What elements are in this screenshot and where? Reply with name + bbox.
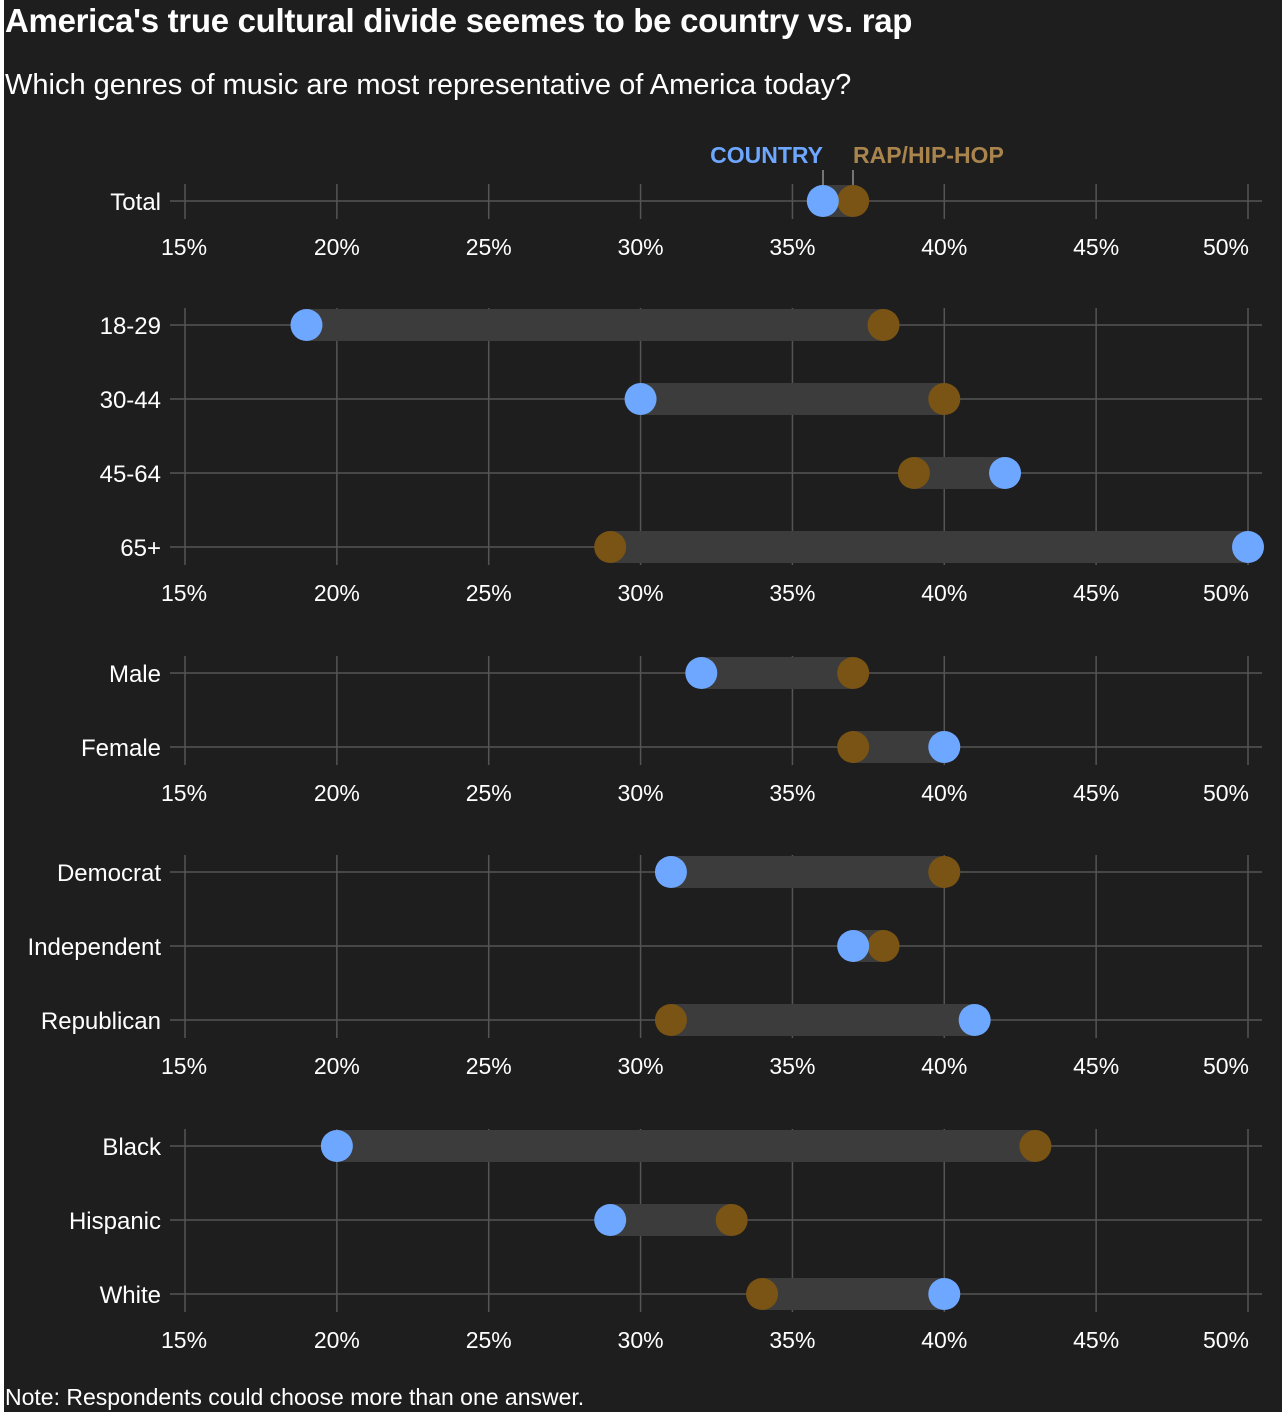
tick-label-g3-2: 25% [466, 1053, 512, 1079]
tick-label-g4-4: 35% [769, 1327, 815, 1353]
tick-label-g4-7: 50% [1203, 1327, 1249, 1353]
tick-label-g2-6: 45% [1073, 780, 1119, 806]
range-bar-hispanic [610, 1204, 732, 1236]
category-label-female: Female [81, 735, 161, 762]
tick-label-g3-3: 30% [618, 1053, 664, 1079]
country-dot-female [928, 731, 961, 763]
tick-label-g2-3: 30% [618, 780, 664, 806]
tick-label-g0-7: 50% [1203, 234, 1249, 260]
tick-label-g3-7: 50% [1203, 1053, 1249, 1079]
country-dot-65- [1232, 531, 1264, 563]
tick-label-g0-0: 15% [161, 234, 207, 260]
tick-label-g0-3: 30% [618, 234, 664, 260]
tick-label-g3-4: 35% [769, 1053, 815, 1079]
rap-dot-democrat [928, 856, 961, 888]
tick-label-g2-5: 40% [921, 780, 967, 806]
tick-label-g3-6: 45% [1073, 1053, 1119, 1079]
category-label-65-: 65+ [120, 535, 161, 562]
tick-label-g0-6: 45% [1073, 234, 1119, 260]
country-dot-18-29 [290, 309, 323, 341]
tick-label-g2-2: 25% [466, 780, 512, 806]
range-bar-republican [670, 1004, 975, 1036]
category-label-independent: Independent [28, 934, 162, 961]
tick-label-g0-2: 25% [466, 234, 512, 260]
range-bar-democrat [670, 856, 945, 888]
tick-label-g0-5: 40% [921, 234, 967, 260]
tick-label-g1-6: 45% [1073, 580, 1119, 606]
category-label-democrat: Democrat [57, 860, 161, 887]
tick-label-g4-1: 20% [314, 1327, 360, 1353]
country-dot-democrat [654, 856, 687, 888]
category-label-white: White [100, 1282, 161, 1309]
tick-label-g1-2: 25% [466, 580, 512, 606]
tick-label-g1-1: 20% [314, 580, 360, 606]
tick-label-g4-3: 30% [618, 1327, 664, 1353]
tick-label-g2-7: 50% [1203, 780, 1249, 806]
country-dot-black [320, 1130, 353, 1162]
left-edge-divider [0, 0, 4, 1412]
tick-label-g0-1: 20% [314, 234, 360, 260]
rap-dot-18-29 [867, 309, 900, 341]
tick-label-g3-0: 15% [161, 1053, 207, 1079]
category-label-republican: Republican [41, 1008, 161, 1035]
rap-dot-total [837, 185, 870, 217]
tick-label-g2-4: 35% [769, 780, 815, 806]
category-label-hispanic: Hispanic [69, 1208, 161, 1235]
tick-label-g4-6: 45% [1073, 1327, 1119, 1353]
chart-subtitle: Which genres of music are most represent… [5, 69, 852, 101]
range-bar-black [336, 1130, 1036, 1162]
tick-label-g1-0: 15% [161, 580, 207, 606]
tick-label-g2-1: 20% [314, 780, 360, 806]
tick-label-g1-3: 30% [618, 580, 664, 606]
category-label-total: Total [110, 189, 161, 216]
rap-dot-black [1019, 1130, 1052, 1162]
tick-label-g4-5: 40% [921, 1327, 967, 1353]
rap-dot-30-44 [928, 383, 961, 415]
rap-dot-65- [594, 531, 627, 563]
tick-label-g1-5: 40% [921, 580, 967, 606]
category-label-30-44: 30-44 [100, 387, 161, 414]
country-dot-republican [958, 1004, 991, 1036]
country-dot-hispanic [594, 1204, 627, 1236]
category-label-black: Black [102, 1134, 162, 1161]
rap-dot-male [837, 657, 870, 689]
category-label-male: Male [109, 661, 161, 688]
country-dot-45-64 [989, 457, 1022, 489]
country-dot-white [928, 1278, 961, 1310]
tick-label-g2-0: 15% [161, 780, 207, 806]
country-dot-independent [837, 930, 870, 962]
tick-label-g3-5: 40% [921, 1053, 967, 1079]
tick-label-g1-7: 50% [1203, 580, 1249, 606]
tick-label-g4-0: 15% [161, 1327, 207, 1353]
rap-dot-white [746, 1278, 779, 1310]
tick-label-g0-4: 35% [769, 234, 815, 260]
country-dot-total [806, 185, 839, 217]
tick-label-g1-4: 35% [769, 580, 815, 606]
chart-title: America's true cultural divide seemes to… [5, 2, 913, 39]
range-bar-65- [610, 531, 1248, 563]
rap-dot-hispanic [715, 1204, 748, 1236]
range-bar-18-29 [306, 309, 884, 341]
rap-dot-independent [867, 930, 900, 962]
category-label-18-29: 18-29 [100, 313, 161, 340]
range-bar-30-44 [640, 383, 945, 415]
tick-label-g4-2: 25% [466, 1327, 512, 1353]
range-bar-male [701, 657, 854, 689]
legend-country-label: COUNTRY [710, 142, 823, 168]
rap-dot-republican [654, 1004, 687, 1036]
tick-label-g3-1: 20% [314, 1053, 360, 1079]
country-dot-30-44 [624, 383, 657, 415]
rap-dot-45-64 [897, 457, 930, 489]
rap-dot-female [837, 731, 870, 763]
legend-rap-label: RAP/HIP-HOP [853, 142, 1004, 168]
category-label-45-64: 45-64 [100, 461, 161, 488]
chart-note: Note: Respondents could choose more than… [5, 1384, 585, 1410]
range-bar-white [762, 1278, 945, 1310]
country-dot-male [685, 657, 718, 689]
